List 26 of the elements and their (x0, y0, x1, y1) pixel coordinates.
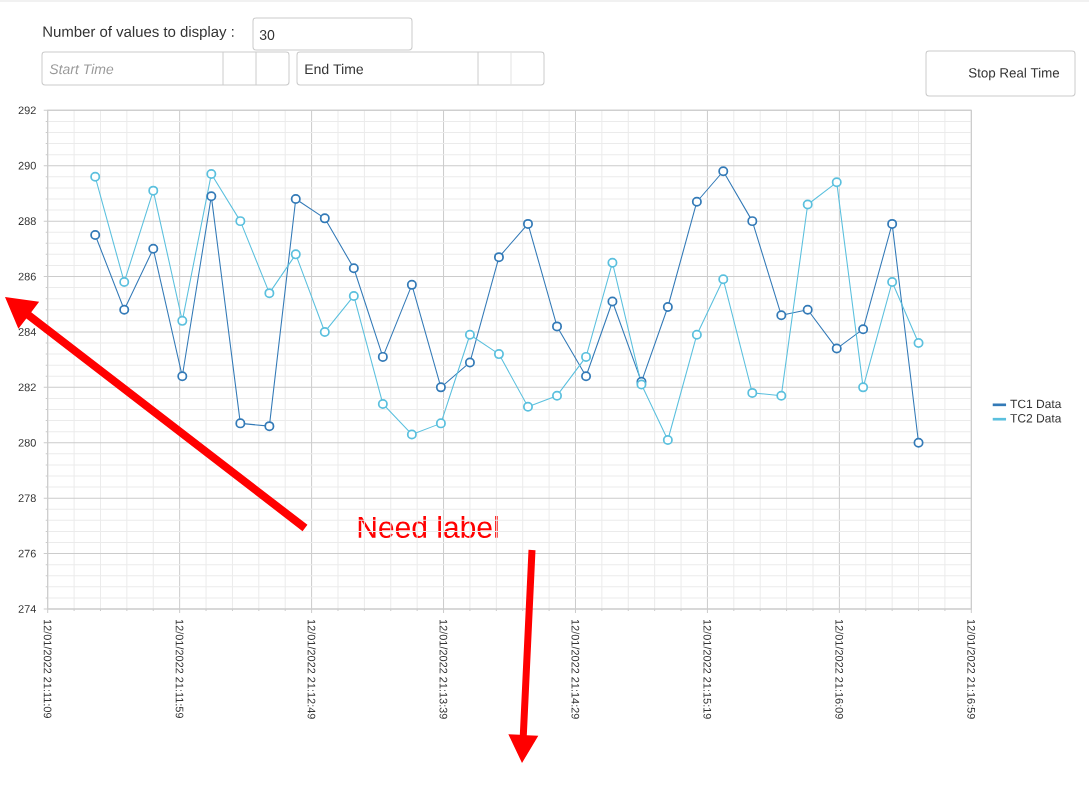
legend-label: TC2 Data (1010, 414, 1062, 423)
text: Start Time (49, 63, 114, 75)
y-tick-label: 274 (18, 605, 37, 613)
y-tick-label: 278 (18, 494, 36, 503)
x-tick-label: 12/01/2022 21:16:09 (835, 619, 844, 719)
y-tick-label: 280 (18, 438, 36, 447)
y-tick-label: 288 (18, 217, 36, 225)
text: Stop Real Time (968, 67, 1060, 81)
x-tick-label: 12/01/2022 21:11:09 (43, 619, 52, 719)
x-tick-label: 12/01/2022 21:15:19 (703, 619, 712, 719)
y-tick-label: 290 (18, 161, 36, 170)
text: End Time (305, 63, 364, 75)
x-tick-label: 12/01/2022 21:12:49 (307, 619, 316, 719)
annotation: Need label (358, 515, 498, 539)
y-tick-label: 286 (18, 272, 36, 281)
y-tick-label: 282 (18, 383, 36, 392)
y-tick-label: 292 (18, 106, 36, 115)
x-tick-label: 12/01/2022 21:14:29 (571, 619, 580, 719)
text: Number of values to display : (43, 26, 234, 40)
y-tick-label: 276 (18, 549, 36, 558)
x-tick-label: 12/01/2022 21:13:39 (439, 619, 448, 719)
legend-label: TC1 Data (1010, 399, 1062, 409)
x-tick-label: 12/01/2022 21:11:59 (175, 619, 184, 719)
x-tick-label: 12/01/2022 21:16:59 (967, 619, 976, 719)
y-tick-label: 284 (18, 328, 37, 336)
text: 30 (259, 30, 275, 40)
